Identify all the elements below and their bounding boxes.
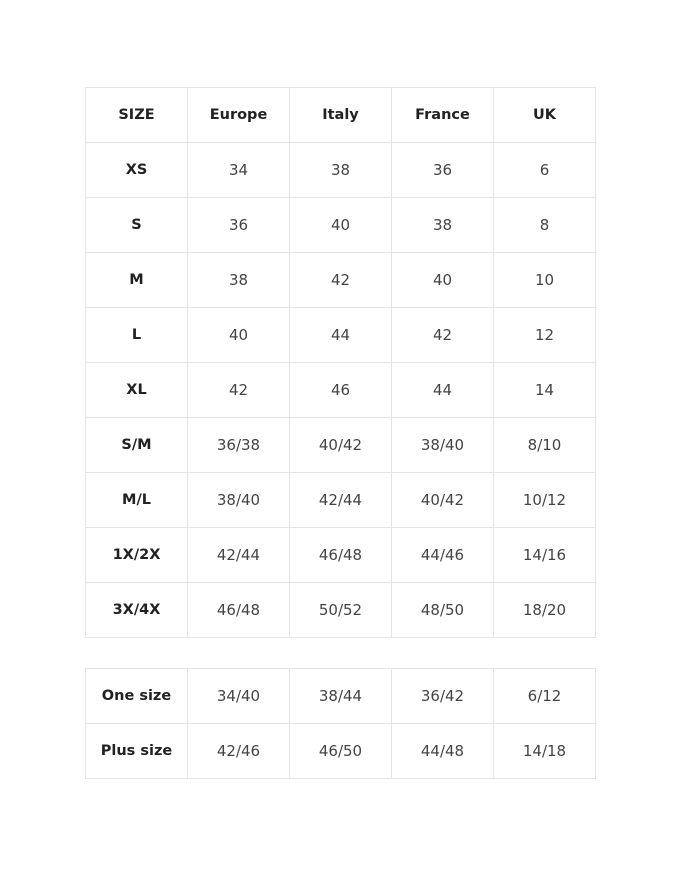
size-value-cell: 38 xyxy=(187,252,290,308)
size-label-cell: Plus size xyxy=(85,723,188,779)
size-label-cell: XS xyxy=(85,142,188,198)
size-value-cell: 8/10 xyxy=(493,417,596,473)
size-value-cell: 40 xyxy=(187,307,290,363)
size-value-cell: 42/44 xyxy=(289,472,392,528)
table-row: L 40 44 42 12 xyxy=(85,307,596,363)
size-label-cell: XL xyxy=(85,362,188,418)
size-value-cell: 44/46 xyxy=(391,527,494,583)
size-value-cell: 42/46 xyxy=(187,723,290,779)
size-value-cell: 42 xyxy=(289,252,392,308)
size-value-cell: 10/12 xyxy=(493,472,596,528)
size-value-cell: 46 xyxy=(289,362,392,418)
size-value-cell: 18/20 xyxy=(493,582,596,638)
size-value-cell: 8 xyxy=(493,197,596,253)
size-value-cell: 14/16 xyxy=(493,527,596,583)
table-row: One size 34/40 38/44 36/42 6/12 xyxy=(85,668,596,724)
size-value-cell: 34 xyxy=(187,142,290,198)
size-value-cell: 38/40 xyxy=(391,417,494,473)
size-value-cell: 48/50 xyxy=(391,582,494,638)
size-value-cell: 42 xyxy=(391,307,494,363)
size-value-cell: 36 xyxy=(187,197,290,253)
size-label-cell: M xyxy=(85,252,188,308)
table-row: 1X/2X 42/44 46/48 44/46 14/16 xyxy=(85,527,596,583)
one-plus-size-table: One size 34/40 38/44 36/42 6/12 Plus size 42/4… xyxy=(85,668,596,779)
size-value-cell: 40/42 xyxy=(391,472,494,528)
size-value-cell: 46/50 xyxy=(289,723,392,779)
size-value-cell: 46/48 xyxy=(289,527,392,583)
size-value-cell: 40 xyxy=(391,252,494,308)
table-row: S/M 36/38 40/42 38/40 8/10 xyxy=(85,417,596,473)
size-value-cell: 14/18 xyxy=(493,723,596,779)
size-value-cell: 38/40 xyxy=(187,472,290,528)
size-value-cell: 44/48 xyxy=(391,723,494,779)
column-header: Italy xyxy=(289,87,392,143)
size-label-cell: 1X/2X xyxy=(85,527,188,583)
size-value-cell: 42/44 xyxy=(187,527,290,583)
size-value-cell: 34/40 xyxy=(187,668,290,724)
size-label-cell: M/L xyxy=(85,472,188,528)
size-value-cell: 36 xyxy=(391,142,494,198)
size-label-cell: 3X/4X xyxy=(85,582,188,638)
table-row: S 36 40 38 8 xyxy=(85,197,596,253)
size-value-cell: 38/44 xyxy=(289,668,392,724)
size-value-cell: 6/12 xyxy=(493,668,596,724)
column-header: Europe xyxy=(187,87,290,143)
size-value-cell: 44 xyxy=(289,307,392,363)
size-value-cell: 36/38 xyxy=(187,417,290,473)
size-value-cell: 40 xyxy=(289,197,392,253)
column-header: France xyxy=(391,87,494,143)
size-value-cell: 10 xyxy=(493,252,596,308)
size-value-cell: 42 xyxy=(187,362,290,418)
table-row: M/L 38/40 42/44 40/42 10/12 xyxy=(85,472,596,528)
size-value-cell: 38 xyxy=(289,142,392,198)
size-value-cell: 50/52 xyxy=(289,582,392,638)
size-label-cell: S xyxy=(85,197,188,253)
size-value-cell: 40/42 xyxy=(289,417,392,473)
table-row: M 38 42 40 10 xyxy=(85,252,596,308)
table-row: XS 34 38 36 6 xyxy=(85,142,596,198)
table-row: Plus size 42/46 46/50 44/48 14/18 xyxy=(85,723,596,779)
size-label-cell: S/M xyxy=(85,417,188,473)
table-row: XL 42 46 44 14 xyxy=(85,362,596,418)
size-value-cell: 46/48 xyxy=(187,582,290,638)
size-value-cell: 36/42 xyxy=(391,668,494,724)
size-value-cell: 14 xyxy=(493,362,596,418)
size-value-cell: 38 xyxy=(391,197,494,253)
header-row: SIZE Europe Italy France UK xyxy=(85,87,596,143)
size-conversion-table: SIZE Europe Italy France UK XS 34 38 36 6 S 36 40 38 8… xyxy=(85,87,596,638)
size-value-cell: 12 xyxy=(493,307,596,363)
size-value-cell: 44 xyxy=(391,362,494,418)
column-header: UK xyxy=(493,87,596,143)
table-row: 3X/4X 46/48 50/52 48/50 18/20 xyxy=(85,582,596,638)
size-label-cell: One size xyxy=(85,668,188,724)
column-header: SIZE xyxy=(85,87,188,143)
size-label-cell: L xyxy=(85,307,188,363)
size-value-cell: 6 xyxy=(493,142,596,198)
